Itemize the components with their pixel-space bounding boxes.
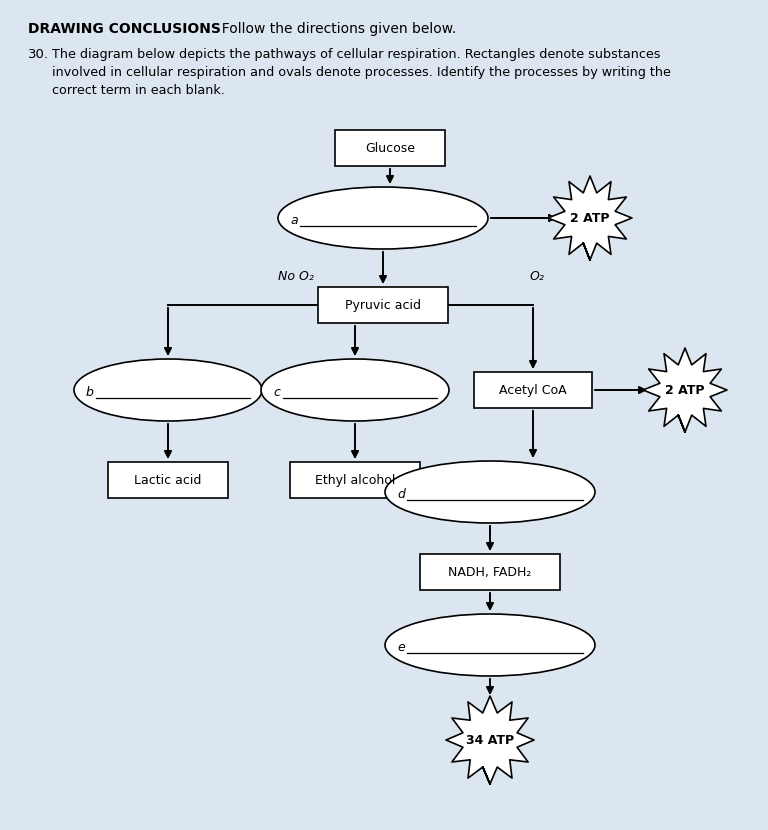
Text: a: a xyxy=(290,213,298,227)
Text: Glucose: Glucose xyxy=(365,141,415,154)
Ellipse shape xyxy=(278,187,488,249)
FancyBboxPatch shape xyxy=(420,554,560,590)
Text: e: e xyxy=(397,641,405,653)
FancyBboxPatch shape xyxy=(108,462,228,498)
Text: 2 ATP: 2 ATP xyxy=(665,383,705,397)
Text: Follow the directions given below.: Follow the directions given below. xyxy=(213,22,456,36)
FancyBboxPatch shape xyxy=(335,130,445,166)
Text: involved in cellular respiration and ovals denote processes. Identify the proces: involved in cellular respiration and ova… xyxy=(52,66,671,79)
Text: DRAWING CONCLUSIONS: DRAWING CONCLUSIONS xyxy=(28,22,221,36)
Text: The diagram below depicts the pathways of cellular respiration. Rectangles denot: The diagram below depicts the pathways o… xyxy=(52,48,660,61)
Text: Ethyl alcohol: Ethyl alcohol xyxy=(315,473,396,486)
Polygon shape xyxy=(548,176,632,260)
Text: 34 ATP: 34 ATP xyxy=(466,734,514,746)
Ellipse shape xyxy=(385,614,595,676)
Polygon shape xyxy=(643,348,727,432)
Text: No O₂: No O₂ xyxy=(278,270,314,283)
FancyBboxPatch shape xyxy=(318,287,448,323)
Text: DRAWING CONCLUSIONS  Follow the directions given below.: DRAWING CONCLUSIONS Follow the direction… xyxy=(28,22,444,36)
Text: 2 ATP: 2 ATP xyxy=(571,212,610,224)
FancyBboxPatch shape xyxy=(474,372,592,408)
Text: Lactic acid: Lactic acid xyxy=(134,473,202,486)
Polygon shape xyxy=(446,696,534,784)
Text: O₂: O₂ xyxy=(530,270,545,283)
Text: b: b xyxy=(86,385,94,398)
Text: c: c xyxy=(273,385,280,398)
Ellipse shape xyxy=(385,461,595,523)
Text: Acetyl CoA: Acetyl CoA xyxy=(499,383,567,397)
FancyBboxPatch shape xyxy=(290,462,420,498)
Text: NADH, FADH₂: NADH, FADH₂ xyxy=(449,565,531,579)
Ellipse shape xyxy=(261,359,449,421)
Ellipse shape xyxy=(74,359,262,421)
Text: d: d xyxy=(397,487,405,500)
Text: Pyruvic acid: Pyruvic acid xyxy=(345,299,421,311)
Text: 30.: 30. xyxy=(28,48,49,61)
Text: correct term in each blank.: correct term in each blank. xyxy=(52,84,225,97)
